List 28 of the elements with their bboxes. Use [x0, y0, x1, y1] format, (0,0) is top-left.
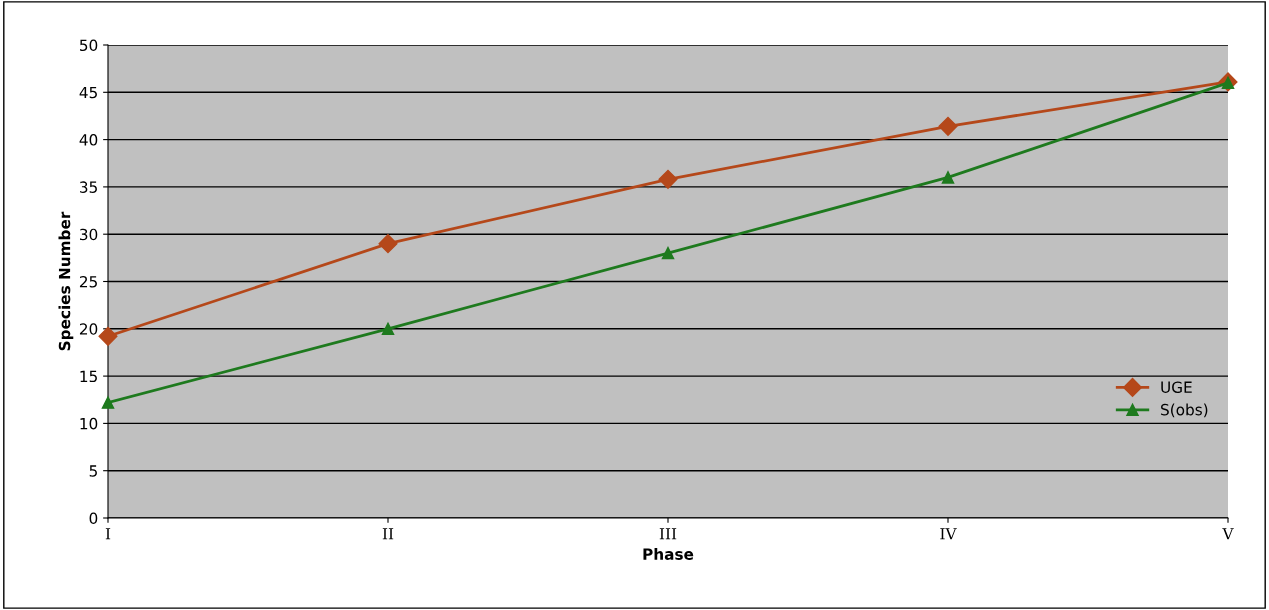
legend-label: UGE	[1161, 381, 1192, 393]
y-tick-label: 45	[79, 86, 97, 99]
point	[658, 169, 678, 189]
x-tick-label: IV	[940, 528, 957, 540]
point	[378, 234, 398, 254]
point	[101, 396, 115, 409]
legend-label: S(obs)	[1161, 403, 1208, 418]
point	[938, 116, 958, 136]
x-tick-label: III	[659, 528, 677, 540]
x-tick-label: V	[1222, 528, 1234, 540]
point	[661, 246, 675, 260]
point	[381, 322, 395, 336]
x-axis-title: Phase	[643, 548, 694, 560]
y-tick-label: 20	[79, 323, 98, 335]
point	[941, 171, 955, 184]
y-tick-label: 35	[80, 181, 97, 193]
y-axis-title: Species Number	[58, 211, 74, 351]
y-tick-label: 50	[80, 39, 98, 52]
x-tick-label: II	[382, 528, 394, 540]
point	[98, 326, 118, 346]
y-tick-label: 15	[80, 370, 97, 383]
y-tick-label: 25	[79, 275, 97, 288]
y-tick-label: 0	[89, 512, 98, 525]
y-tick-label: 5	[89, 465, 97, 477]
y-tick-label: 40	[79, 134, 98, 146]
y-tick-label: 10	[80, 417, 98, 430]
x-tick-label: I	[105, 528, 111, 540]
y-tick-label: 30	[80, 228, 98, 241]
